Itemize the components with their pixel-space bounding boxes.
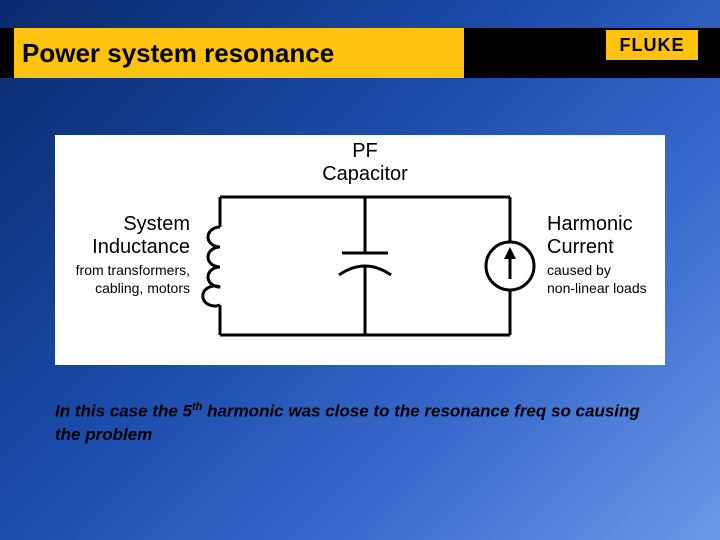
source-sub-2: non-linear loads [547, 280, 647, 296]
source-sub-1: caused by [547, 262, 611, 278]
inductor-sub-2: cabling, motors [95, 280, 190, 296]
inductor-label-1: System [123, 213, 190, 235]
inductor-icon [203, 227, 220, 306]
capacitor-label-2: Capacitor [322, 163, 408, 185]
title-box: Power system resonance [14, 28, 464, 78]
caption-pre: In this case the 5 [55, 402, 192, 421]
inductor-sub-1: from transformers, [76, 262, 190, 278]
caption-sup: th [192, 401, 202, 413]
capacitor-label-1: PF [352, 140, 378, 162]
logo-box: FLUKE [606, 30, 698, 60]
caption: In this case the 5th harmonic was close … [55, 400, 665, 447]
source-label-1: Harmonic [547, 213, 633, 235]
source-label-2: Current [547, 236, 614, 258]
circuit-svg: System Inductance from transformers, cab… [55, 135, 665, 365]
logo-text: FLUKE [620, 35, 685, 56]
current-arrow-head [504, 247, 516, 259]
inductor-label-2: Inductance [92, 236, 190, 258]
slide-title: Power system resonance [22, 38, 334, 69]
circuit-diagram: System Inductance from transformers, cab… [55, 135, 665, 365]
